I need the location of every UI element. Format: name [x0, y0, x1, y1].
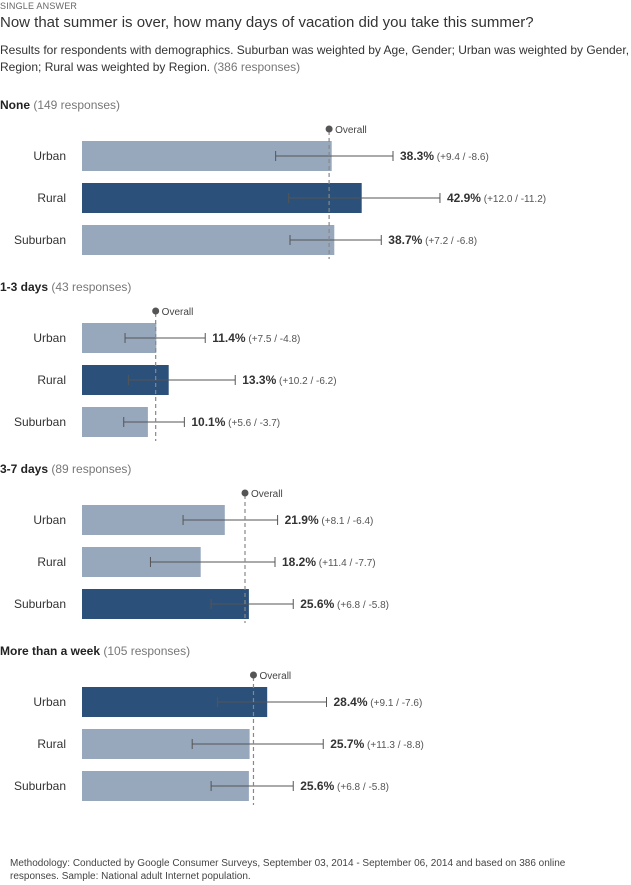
group-responses: (89 responses) — [48, 462, 131, 476]
overall-dot — [325, 125, 333, 133]
group-name: None — [0, 98, 30, 112]
value-label: 10.1% (+5.6 / -3.7) — [191, 415, 280, 429]
row-label: Suburban — [14, 779, 66, 793]
group-responses: (43 responses) — [48, 280, 131, 294]
row-label: Suburban — [14, 597, 66, 611]
methodology-note: Methodology: Conducted by Google Consume… — [10, 858, 566, 882]
row-label: Rural — [37, 555, 66, 569]
overall-dot — [152, 307, 160, 315]
group-name: More than a week — [0, 644, 100, 658]
value-percent: 10.1% — [191, 415, 225, 429]
vacation-days-chart: None (149 responses) Urban 38.3% (+9.4 / -… — [0, 98, 546, 805]
overall-label: Overall — [162, 307, 194, 318]
value-confidence-interval: (+11.3 / -8.8) — [364, 740, 424, 751]
group-name: 3-7 days — [0, 462, 48, 476]
row-label: Urban — [33, 331, 66, 345]
row-label: Suburban — [14, 233, 66, 247]
group-title: More than a week (105 responses) — [0, 644, 190, 658]
value-percent: 28.4% — [334, 695, 368, 709]
row-label: Rural — [37, 737, 66, 751]
value-confidence-interval: (+11.4 / -7.7) — [316, 558, 376, 569]
group-title: 3-7 days (89 responses) — [0, 462, 131, 476]
value-label: 42.9% (+12.0 / -11.2) — [447, 191, 546, 205]
overall-label: Overall — [259, 671, 291, 682]
value-confidence-interval: (+7.5 / -4.8) — [246, 334, 301, 345]
question-type-label: SINGLE ANSWER — [0, 1, 78, 11]
row-label: Rural — [37, 373, 66, 387]
value-confidence-interval: (+12.0 / -11.2) — [481, 194, 546, 205]
value-percent: 11.4% — [212, 331, 246, 345]
value-confidence-interval: (+7.2 / -6.8) — [422, 236, 477, 247]
value-confidence-interval: (+9.4 / -8.6) — [434, 152, 489, 163]
group-responses: (105 responses) — [100, 644, 190, 658]
value-label: 38.7% (+7.2 / -6.8) — [388, 233, 477, 247]
value-percent: 38.3% — [400, 149, 434, 163]
group-title: None (149 responses) — [0, 98, 120, 112]
value-confidence-interval: (+6.8 / -5.8) — [334, 600, 389, 611]
value-percent: 18.2% — [282, 555, 316, 569]
value-label: 25.7% (+11.3 / -8.8) — [330, 737, 424, 751]
value-confidence-interval: (+9.1 / -7.6) — [368, 698, 423, 709]
row-label: Suburban — [14, 415, 66, 429]
row-label: Rural — [37, 191, 66, 205]
overall-dot — [241, 489, 249, 497]
value-label: 13.3% (+10.2 / -6.2) — [242, 373, 336, 387]
value-label: 11.4% (+7.5 / -4.8) — [212, 331, 300, 345]
value-label: 25.6% (+6.8 / -5.8) — [300, 597, 389, 611]
group-title: 1-3 days (43 responses) — [0, 280, 131, 294]
group-name: 1-3 days — [0, 280, 48, 294]
value-label: 28.4% (+9.1 / -7.6) — [334, 695, 423, 709]
value-percent: 13.3% — [242, 373, 276, 387]
value-percent: 38.7% — [388, 233, 422, 247]
value-confidence-interval: (+8.1 / -6.4) — [319, 516, 374, 527]
row-label: Urban — [33, 513, 66, 527]
total-responses: (386 responses) — [213, 60, 301, 74]
overall-label: Overall — [335, 125, 367, 136]
row-label: Urban — [33, 149, 66, 163]
row-label: Urban — [33, 695, 66, 709]
results-subtitle: Results for respondents with demographic… — [0, 42, 631, 76]
value-confidence-interval: (+5.6 / -3.7) — [225, 418, 280, 429]
value-percent: 25.6% — [300, 779, 334, 793]
value-label: 21.9% (+8.1 / -6.4) — [285, 513, 374, 527]
value-percent: 25.7% — [330, 737, 364, 751]
value-confidence-interval: (+10.2 / -6.2) — [276, 376, 336, 387]
overall-dot — [249, 671, 257, 679]
value-confidence-interval: (+6.8 / -5.8) — [334, 782, 389, 793]
value-percent: 42.9% — [447, 191, 481, 205]
value-percent: 25.6% — [300, 597, 334, 611]
group-responses: (149 responses) — [30, 98, 120, 112]
value-label: 25.6% (+6.8 / -5.8) — [300, 779, 389, 793]
value-percent: 21.9% — [285, 513, 319, 527]
subtitle-text: Results for respondents with demographic… — [0, 43, 630, 74]
value-label: 38.3% (+9.4 / -8.6) — [400, 149, 489, 163]
overall-label: Overall — [251, 489, 283, 500]
question-title: Now that summer is over, how many days o… — [0, 14, 534, 31]
value-label: 18.2% (+11.4 / -7.7) — [282, 555, 376, 569]
